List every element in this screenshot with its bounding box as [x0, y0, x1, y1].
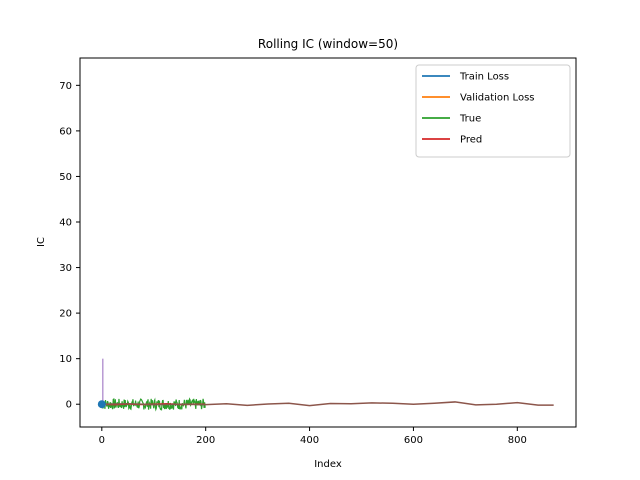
y-tick-label: 20: [59, 309, 72, 320]
legend-box: [415, 64, 571, 158]
y-axis-title: IC: [36, 237, 47, 247]
x-tick-label: 200: [196, 435, 215, 446]
legend-label-validation-loss: Validation Loss: [460, 93, 535, 104]
marker-point-0: [97, 400, 106, 409]
legend: Train Loss Validation Loss True Pred: [415, 64, 571, 158]
chart-title: Rolling IC (window=50): [258, 37, 398, 51]
plot-frame: [79, 57, 577, 428]
legend-label-true: True: [459, 114, 481, 125]
x-axis-title: Index: [314, 459, 342, 470]
y-tick-label: 10: [59, 354, 72, 365]
x-tick-label: 400: [300, 435, 319, 446]
x-tick-label: 800: [508, 435, 527, 446]
series-line-4: [101, 401, 554, 407]
legend-label-pred: Pred: [460, 135, 482, 146]
y-tick-label: 70: [59, 81, 72, 92]
axis-ticks: 0 200 400 600 800 0 10 20 30 40 50 60 70: [59, 81, 527, 446]
plot-area: [97, 358, 554, 412]
x-tick-label: 600: [404, 435, 423, 446]
y-tick-label: 40: [59, 218, 72, 229]
legend-label-train-loss: Train Loss: [459, 72, 509, 83]
y-tick-label: 60: [59, 126, 72, 137]
y-tick-label: 30: [59, 263, 72, 274]
y-tick-label: 50: [59, 172, 72, 183]
y-tick-label: 0: [66, 400, 72, 411]
series-line-true: [101, 397, 206, 412]
x-tick-label: 0: [99, 435, 105, 446]
